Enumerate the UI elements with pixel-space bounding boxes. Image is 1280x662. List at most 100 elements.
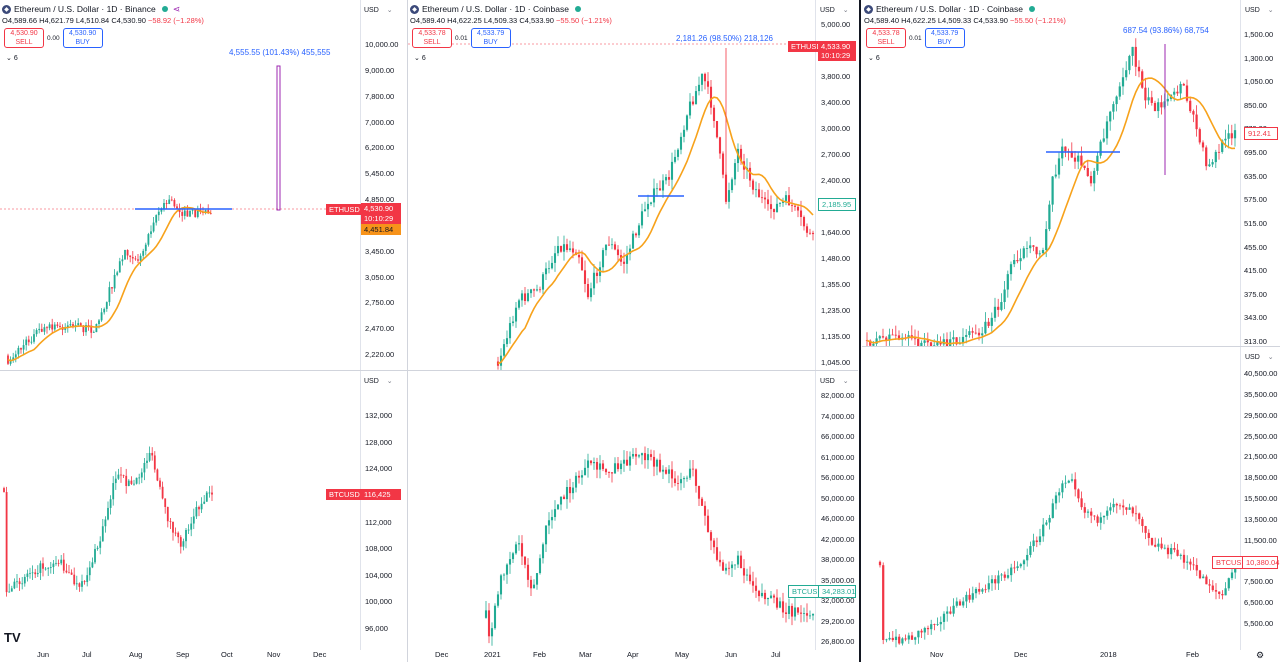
- candle: [1221, 590, 1224, 600]
- buy-button[interactable]: 4,530.90 BUY: [62, 28, 103, 48]
- price-tick-label: 35,500.00: [1244, 389, 1278, 399]
- candle: [68, 565, 70, 574]
- candle: [592, 264, 596, 295]
- candle: [147, 232, 150, 247]
- moving-average-line[interactable]: [866, 77, 1236, 345]
- currency-label[interactable]: USD ⌄: [820, 7, 849, 14]
- btc-coinbase-chart-pane[interactable]: USD ⌄ 82,000.00 74,000.00 66,000.00 61,000.0…: [408, 371, 858, 650]
- candle: [625, 450, 629, 467]
- pane-divider[interactable]: [859, 0, 861, 662]
- price-tick-label: 13,500.00: [1244, 514, 1278, 524]
- candle: [649, 449, 653, 461]
- candle: [114, 471, 117, 490]
- time-tick-label: Jun: [725, 650, 738, 659]
- candle: [664, 174, 668, 185]
- candle: [1173, 542, 1176, 553]
- candle: [138, 473, 141, 485]
- btc-binance-chart-pane[interactable]: USD⌄ 132,000128,000124,000120,000112,000…: [0, 371, 407, 650]
- price-tick-label: 2,470.00: [365, 324, 395, 334]
- candle: [595, 269, 599, 284]
- eth-coinbase-chart-canvas[interactable]: [408, 0, 858, 370]
- price-axis[interactable]: [360, 0, 361, 370]
- candle: [1153, 100, 1157, 112]
- candle: [33, 329, 35, 344]
- share-icon[interactable]: ⋖: [172, 3, 181, 14]
- currency-label[interactable]: USD ⌄: [364, 7, 393, 14]
- price-axis[interactable]: [360, 371, 361, 650]
- price-tick-label: 10,000.00: [365, 40, 399, 49]
- candle: [127, 479, 130, 487]
- candle: [718, 551, 722, 567]
- price-range-tool[interactable]: [276, 65, 281, 211]
- candle: [541, 272, 545, 294]
- price-axis[interactable]: [1240, 347, 1241, 650]
- candle: [952, 330, 955, 346]
- candle: [994, 575, 997, 590]
- eth-coinbase-chart-pane[interactable]: ◆ Ethereum / U.S. Dollar · 1D · Coinbase …: [408, 0, 858, 370]
- price-axis[interactable]: [1240, 0, 1241, 346]
- price-axis[interactable]: [815, 0, 816, 370]
- btc-coinbase-2018-chart-canvas[interactable]: [862, 347, 1280, 650]
- candle: [137, 254, 139, 264]
- sell-button[interactable]: 4,533.78 SELL: [412, 28, 452, 48]
- candle: [91, 557, 94, 569]
- candle: [12, 352, 15, 363]
- indicators-toggle[interactable]: ⌄ 6: [6, 55, 18, 62]
- buy-button[interactable]: 4,533.79 BUY: [924, 28, 965, 48]
- eth-binance-chart-canvas[interactable]: [0, 0, 407, 370]
- currency-label[interactable]: USD ⌄: [1245, 354, 1274, 361]
- candle: [194, 208, 197, 218]
- sell-button[interactable]: 4,530.90 SELL: [4, 28, 44, 48]
- price-tick-label: 6,500.00: [1244, 598, 1274, 608]
- candle: [139, 253, 142, 267]
- candle: [901, 333, 904, 346]
- candle: [793, 597, 797, 621]
- candle: [1105, 115, 1109, 145]
- candle: [1137, 60, 1141, 78]
- candle: [589, 282, 593, 302]
- moving-average-line[interactable]: [497, 96, 814, 365]
- candle: [568, 478, 572, 503]
- price-axis[interactable]: [815, 371, 816, 650]
- pane-divider[interactable]: [407, 0, 408, 662]
- candle: [44, 567, 47, 571]
- settings-gear-icon[interactable]: ⚙: [1256, 650, 1265, 660]
- eth-binance-chart-pane[interactable]: ◆ Ethereum / U.S. Dollar · 1D · Binance ⋖ …: [0, 0, 407, 370]
- candle: [47, 567, 50, 576]
- eth-coinbase-2018-chart-canvas[interactable]: [862, 0, 1280, 346]
- candle: [96, 545, 99, 551]
- candle: [971, 586, 974, 603]
- candle: [5, 486, 8, 597]
- btc-coinbase-2018-chart-pane[interactable]: USD ⌄ 40,500.00 35,500.00 29,500.00 25,500.0…: [862, 347, 1280, 650]
- candle: [562, 494, 566, 500]
- currency-label[interactable]: USD ⌄: [1245, 7, 1274, 14]
- price-tick-label: 96,000: [365, 624, 388, 633]
- candle: [117, 468, 120, 480]
- moving-average-line[interactable]: [7, 206, 211, 362]
- currency-label[interactable]: USD ⌄: [364, 378, 393, 385]
- candle: [211, 485, 213, 502]
- indicators-toggle[interactable]: ⌄ 6: [868, 55, 880, 62]
- price-tick-label: 1,640.00: [821, 228, 851, 237]
- btc-binance-chart-canvas[interactable]: [0, 371, 407, 650]
- candle: [775, 589, 779, 610]
- candle: [18, 577, 21, 591]
- symbol-title[interactable]: Ethereum / U.S. Dollar · 1D · Coinbase: [422, 4, 569, 14]
- symbol-title[interactable]: Ethereum / U.S. Dollar · 1D · Coinbase: [876, 4, 1023, 14]
- pane-divider[interactable]: [0, 370, 858, 371]
- currency-label[interactable]: USD ⌄: [820, 378, 849, 385]
- indicators-toggle[interactable]: ⌄ 6: [414, 55, 426, 62]
- eth-coinbase-2018-chart-pane[interactable]: ◆ Ethereum / U.S. Dollar · 1D · Coinbase …: [862, 0, 1280, 346]
- symbol-price-tag: BTCUSD: [326, 489, 363, 500]
- pane-divider[interactable]: [862, 346, 1280, 347]
- btc-coinbase-chart-canvas[interactable]: [408, 371, 858, 650]
- candle: [580, 470, 584, 485]
- sell-button[interactable]: 4,533.78 SELL: [866, 28, 906, 48]
- candle: [130, 476, 133, 486]
- candle: [143, 458, 146, 481]
- symbol-title[interactable]: Ethereum / U.S. Dollar · 1D · Binance: [14, 4, 156, 14]
- candle: [1150, 90, 1153, 106]
- candle: [529, 575, 533, 596]
- buy-button[interactable]: 4,533.79 BUY: [470, 28, 511, 48]
- price-tick-label: 82,000.00: [821, 391, 855, 400]
